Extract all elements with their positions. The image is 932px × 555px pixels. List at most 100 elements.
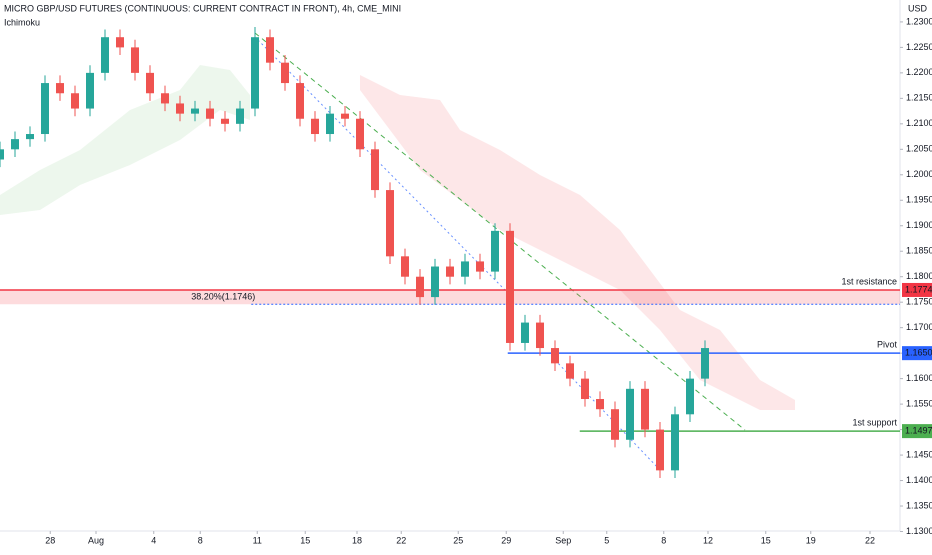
candle-body	[356, 118, 364, 150]
candle-body	[446, 266, 454, 277]
x-tick-label: 22	[396, 535, 406, 545]
x-tick-label: 19	[806, 535, 816, 545]
price-tag-label: 1.1497	[905, 425, 932, 435]
x-tick-label: 28	[45, 535, 55, 545]
price-tag	[902, 282, 932, 297]
candle-body	[41, 83, 49, 135]
candle-body	[536, 322, 544, 349]
candle-body	[641, 388, 649, 430]
candle-body	[386, 190, 394, 257]
y-tick-label: 1.2000	[906, 169, 932, 179]
candle-body	[476, 261, 484, 272]
ichimoku-cloud	[0, 65, 250, 215]
candle-body	[491, 230, 499, 272]
candle-body	[0, 149, 4, 160]
candle-body	[161, 93, 169, 104]
y-tick-label: 1.2100	[906, 118, 932, 128]
candle-body	[206, 108, 214, 119]
candle-body	[551, 348, 559, 364]
x-tick-label: 29	[501, 535, 511, 545]
candle-body	[326, 113, 334, 135]
candle-body	[11, 139, 19, 150]
y-tick-label: 1.1400	[906, 475, 932, 485]
candle-body	[56, 83, 64, 94]
price-tag	[902, 424, 932, 439]
candle-body	[656, 429, 664, 471]
level-name: Pivot	[877, 340, 898, 350]
candle-body	[296, 83, 304, 119]
candle-body	[236, 108, 244, 124]
y-axis-label: USD	[908, 3, 928, 13]
price-tag-label: 1.1650	[905, 348, 932, 358]
candle-body	[611, 409, 619, 440]
candle-body	[701, 348, 709, 379]
trend-line	[257, 39, 506, 291]
x-tick-label: 5	[604, 535, 609, 545]
candle-body	[251, 37, 259, 109]
y-tick-label: 1.1850	[906, 246, 932, 256]
y-tick-label: 1.1950	[906, 195, 932, 205]
fib-label: 38.20%(1.1746)	[191, 292, 255, 302]
y-tick-label: 1.2200	[906, 67, 932, 77]
x-tick-label: 4	[151, 535, 156, 545]
y-tick-label: 1.1900	[906, 220, 932, 230]
y-tick-label: 1.1750	[906, 297, 932, 307]
candle-body	[596, 399, 604, 410]
candle-body	[521, 322, 529, 343]
y-tick-label: 1.2250	[906, 42, 932, 52]
candle-body	[581, 378, 589, 400]
candle-body	[461, 261, 469, 277]
candle-body	[116, 37, 124, 48]
candle-body	[401, 256, 409, 277]
candle-body	[566, 363, 574, 379]
candle-body	[416, 276, 424, 298]
price-tag-label: 1.1774	[905, 284, 932, 294]
candle-body	[671, 414, 679, 471]
indicator-name: Ichimoku	[4, 17, 40, 27]
x-tick-label: 8	[198, 535, 203, 545]
candle-body	[686, 378, 694, 415]
candle-body	[131, 47, 139, 73]
x-tick-label: 11	[253, 535, 262, 545]
candle-body	[221, 118, 229, 124]
candle-body	[266, 37, 274, 63]
y-tick-label: 1.1800	[906, 271, 932, 281]
candle-body	[341, 113, 349, 119]
candle-body	[191, 108, 199, 114]
candle-body	[71, 93, 79, 109]
resistance-zone	[0, 289, 900, 305]
candle-body	[26, 134, 34, 140]
level-name: 1st support	[852, 417, 897, 427]
x-tick-label: 18	[352, 535, 362, 545]
candle-body	[626, 388, 634, 440]
x-tick-label: 22	[865, 535, 875, 545]
chart-title: MICRO GBP/USD FUTURES (CONTINUOUS: CURRE…	[4, 3, 401, 13]
x-tick-label: 8	[661, 535, 666, 545]
candle-body	[101, 37, 109, 73]
y-tick-label: 1.1450	[906, 449, 932, 459]
ichimoku-cloud	[360, 75, 795, 410]
x-tick-label: 25	[453, 535, 463, 545]
candle-body	[146, 72, 154, 94]
trend-line	[254, 32, 746, 431]
x-tick-label: 15	[300, 535, 310, 545]
candle-body	[281, 62, 289, 84]
candle-body	[431, 266, 439, 298]
candle-body	[311, 118, 319, 135]
y-tick-label: 1.1700	[906, 322, 932, 332]
level-name: 1st resistance	[841, 276, 897, 286]
candle-body	[506, 230, 514, 343]
candle-body	[176, 103, 184, 114]
y-tick-label: 1.1550	[906, 398, 932, 408]
y-tick-label: 1.2150	[906, 93, 932, 103]
price-tag	[902, 346, 932, 361]
y-tick-label: 1.2050	[906, 144, 932, 154]
x-tick-label: 15	[761, 535, 771, 545]
y-tick-label: 1.1600	[906, 373, 932, 383]
y-tick-label: 1.2300	[906, 16, 932, 26]
candle-body	[86, 72, 94, 109]
x-tick-label: 12	[703, 535, 713, 545]
x-tick-label: Sep	[555, 535, 571, 545]
